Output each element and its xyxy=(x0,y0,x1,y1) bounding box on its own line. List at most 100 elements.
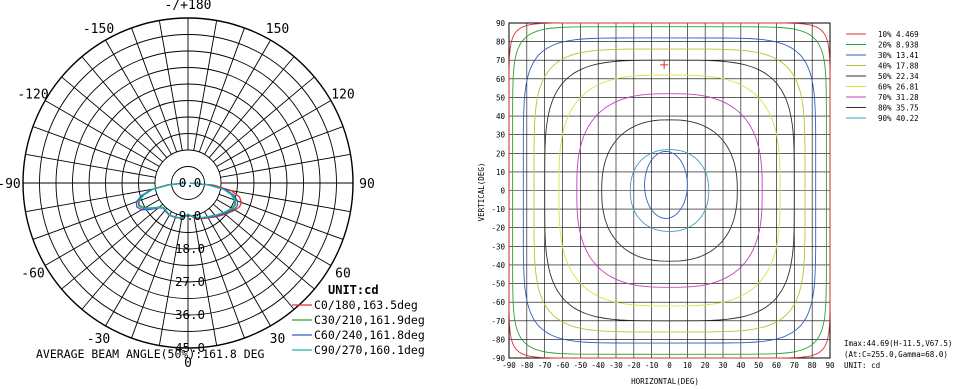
contour-lines xyxy=(508,22,831,359)
polar-angle-label: 60 xyxy=(335,267,351,282)
polar-angle-label: 0 xyxy=(184,356,192,371)
contour-x-tick: -60 xyxy=(556,361,570,370)
average-beam-angle: AVERAGE BEAM ANGLE(50%):161.8 DEG xyxy=(36,347,265,361)
polar-spoke xyxy=(193,20,218,151)
contour-y-tick: -40 xyxy=(491,261,505,270)
contour-xlabel: HORIZONTAL(DEG) xyxy=(631,377,699,386)
polar-spoke xyxy=(81,56,168,159)
contour-level-4 xyxy=(544,59,795,322)
contour-y-tick: -90 xyxy=(491,354,505,363)
contour-x-tick: 40 xyxy=(736,361,746,370)
polar-spoke xyxy=(208,207,295,310)
contour-level-0 xyxy=(508,22,831,359)
unit-label: UNIT:cd xyxy=(328,283,379,297)
contour-x-tick: -20 xyxy=(627,361,641,370)
contour-legend-entry: 80% 35.75 xyxy=(878,104,919,113)
polar-angle-label: -150 xyxy=(83,22,114,37)
contour-x-tick: 90 xyxy=(825,361,835,370)
contour-legend-entry: 50% 22.34 xyxy=(878,72,919,81)
polar-angle-label: -90 xyxy=(0,177,21,192)
polar-spoke xyxy=(131,27,178,153)
polar-legend-entry: C60/240,161.8deg xyxy=(314,328,425,342)
contour-level-5 xyxy=(558,74,781,307)
polar-spoke xyxy=(44,199,160,266)
contour-y-tick: -60 xyxy=(491,298,505,307)
contour-inner-level xyxy=(644,150,688,219)
contour-y-tick: 90 xyxy=(496,19,506,28)
contour-x-tick: -30 xyxy=(609,361,623,370)
polar-legend: UNIT:cd C0/180,163.5degC30/210,161.9degC… xyxy=(292,283,425,357)
contour-note: UNIT: cd xyxy=(844,361,880,370)
contour-y-tick: 60 xyxy=(496,75,506,84)
polar-angle-label: -120 xyxy=(17,88,48,103)
polar-spoke xyxy=(218,126,344,173)
contour-y-tick: -80 xyxy=(491,335,505,344)
polar-spoke xyxy=(208,56,295,159)
isolux-contour-chart: -90 -80 -70 -60 -50 -40 -30 -20 -10 0 10 20 30 40 50 60… xyxy=(477,19,952,386)
polar-radial-label: 9.0 xyxy=(179,208,202,223)
polar-intensity-chart: -/+180 150 -150 120 -120 90 -90 60 -60 30 -30 0 0.0… xyxy=(0,0,425,371)
contour-grid xyxy=(508,22,831,359)
contour-level-1 xyxy=(512,26,827,355)
contour-x-tick: 80 xyxy=(808,361,818,370)
contour-x-tick: 30 xyxy=(718,361,728,370)
contour-x-tick: -40 xyxy=(591,361,605,370)
polar-spoke xyxy=(61,76,164,163)
contour-y-tick: -70 xyxy=(491,317,505,326)
polar-spoke xyxy=(158,20,183,151)
contour-x-tick: -50 xyxy=(574,361,588,370)
contour-note: (At:C=255.0,Gamma=68.0) xyxy=(844,350,948,359)
contour-level-2 xyxy=(522,37,817,344)
polar-spoke xyxy=(158,215,183,346)
polar-grid xyxy=(22,17,354,349)
polar-spoke xyxy=(131,213,178,339)
polar-spoke xyxy=(216,100,332,167)
polar-angle-label: -30 xyxy=(87,332,110,347)
polar-spoke xyxy=(193,215,218,346)
polar-angle-labels: -/+180 150 -150 120 -120 90 -90 60 -60 30 -30 0 xyxy=(0,0,375,371)
polar-spoke xyxy=(32,126,158,173)
contour-legend-entry: 20% 8.938 xyxy=(878,41,919,50)
polar-angle-label: -/+180 xyxy=(165,0,212,13)
polar-angle-label: 30 xyxy=(270,332,286,347)
polar-angle-label: -60 xyxy=(21,267,44,282)
contour-y-tick: -30 xyxy=(491,242,505,251)
contour-legend-entry: 70% 31.28 xyxy=(878,93,919,102)
contour-x-tick: 20 xyxy=(701,361,711,370)
polar-radial-label: 0.0 xyxy=(179,175,202,190)
polar-spoke xyxy=(204,211,271,327)
contour-x-tick: -10 xyxy=(645,361,659,370)
polar-spoke xyxy=(25,153,156,178)
polar-angle-label: 120 xyxy=(331,88,354,103)
contour-level-3 xyxy=(533,48,806,333)
contour-x-tick: 50 xyxy=(754,361,764,370)
polar-spoke xyxy=(105,211,172,327)
polar-spoke xyxy=(212,203,315,290)
contour-legend-entry: 30% 13.41 xyxy=(878,51,919,60)
polar-radial-label: 27.0 xyxy=(175,274,205,289)
polar-curves xyxy=(135,182,243,220)
polar-legend-entry: C0/180,163.5deg xyxy=(314,298,418,312)
polar-radial-label: 45.0 xyxy=(175,340,205,355)
contour-tick-labels: -90 -80 -70 -60 -50 -40 -30 -20 -10 0 10 20 30 40 50 60… xyxy=(491,19,835,370)
contour-y-tick: -20 xyxy=(491,224,505,233)
polar-legend-entry: C90/270,160.1deg xyxy=(314,343,425,357)
polar-spoke xyxy=(44,100,160,167)
polar-spoke xyxy=(212,76,315,163)
contour-legend-entry: 60% 26.81 xyxy=(878,83,919,92)
polar-spoke xyxy=(61,203,164,290)
polar-legend-entry: C30/210,161.9deg xyxy=(314,313,425,327)
contour-legend-entry: 10% 4.469 xyxy=(878,30,919,39)
polar-spoke xyxy=(198,213,245,339)
contour-level-7 xyxy=(601,119,738,262)
contour-y-tick: 70 xyxy=(496,56,506,65)
polar-radial-label: 18.0 xyxy=(175,241,205,256)
polar-spoke xyxy=(216,199,332,266)
contour-x-tick: -80 xyxy=(520,361,534,370)
contour-level-8 xyxy=(629,149,710,232)
polar-spoke xyxy=(198,27,245,153)
contour-x-tick: 70 xyxy=(790,361,800,370)
polar-spoke xyxy=(204,39,271,155)
contour-y-tick: 30 xyxy=(496,131,506,140)
